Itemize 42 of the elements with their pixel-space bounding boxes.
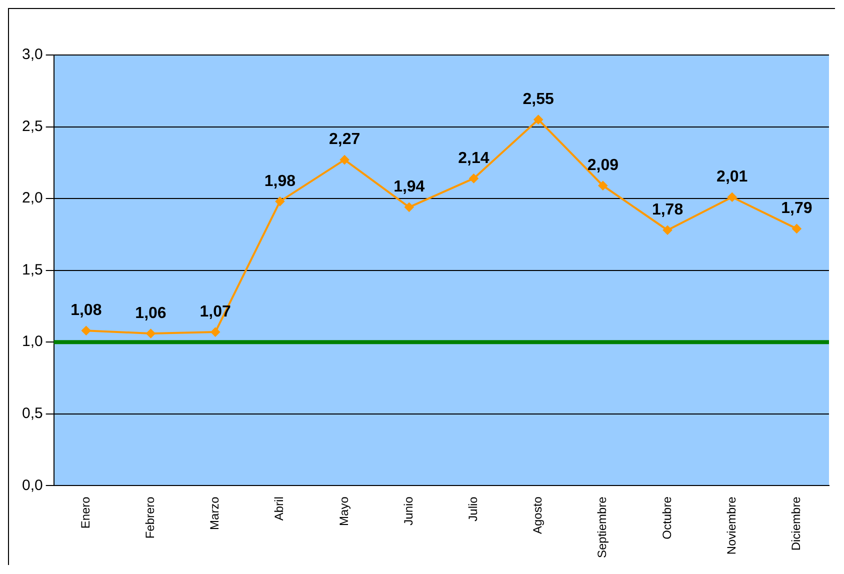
data-label: 2,01 — [716, 168, 748, 186]
point — [146, 328, 156, 338]
data-label: 1,08 — [70, 302, 102, 320]
point — [210, 328, 220, 337]
data-label: 2,09 — [587, 157, 619, 174]
x-tick-label: Marzo — [208, 496, 222, 530]
x-tick-label: Diciembre — [789, 496, 804, 551]
data-label: 1,79 — [781, 200, 812, 218]
point — [598, 181, 608, 190]
point — [534, 115, 543, 124]
point — [728, 192, 737, 202]
point — [469, 174, 478, 183]
y-tick-label: 1,5 — [22, 261, 43, 278]
x-tick-label: Julio — [466, 496, 480, 522]
x-tick-label: Noviembre — [724, 496, 738, 555]
x-tick-label: Febrero — [143, 496, 158, 539]
data-label: 2,14 — [458, 150, 490, 167]
point — [82, 326, 91, 336]
x-tick-label: Septiembre — [595, 496, 610, 558]
x-tick-label: Mayo — [336, 496, 351, 526]
point — [792, 224, 802, 234]
point — [663, 226, 672, 235]
y-tick-label: 2,5 — [22, 118, 43, 135]
data-label: 1,78 — [652, 202, 684, 219]
x-tick-label: Enero — [78, 496, 92, 529]
y-tick-label: 0,0 — [22, 476, 43, 494]
data-label: 2,55 — [522, 91, 554, 108]
x-tick-label: Junio — [401, 496, 416, 526]
data-label: 1,98 — [264, 172, 296, 190]
y-tick-label: 3,0 — [22, 46, 43, 64]
data-label: 1,06 — [135, 304, 166, 322]
y-tick-label: 2,0 — [22, 190, 43, 207]
point — [340, 155, 350, 164]
point — [275, 196, 284, 206]
y-tick-label: 0,5 — [22, 405, 43, 422]
data-label: 1,94 — [394, 178, 425, 196]
x-tick-label: Abril — [272, 496, 286, 521]
point — [404, 202, 414, 212]
data-label: 2,27 — [328, 131, 360, 148]
x-tick-label: Octubre — [660, 496, 674, 540]
y-tick-label: 1,0 — [22, 333, 43, 350]
x-tick-label: Agosto — [530, 496, 545, 534]
